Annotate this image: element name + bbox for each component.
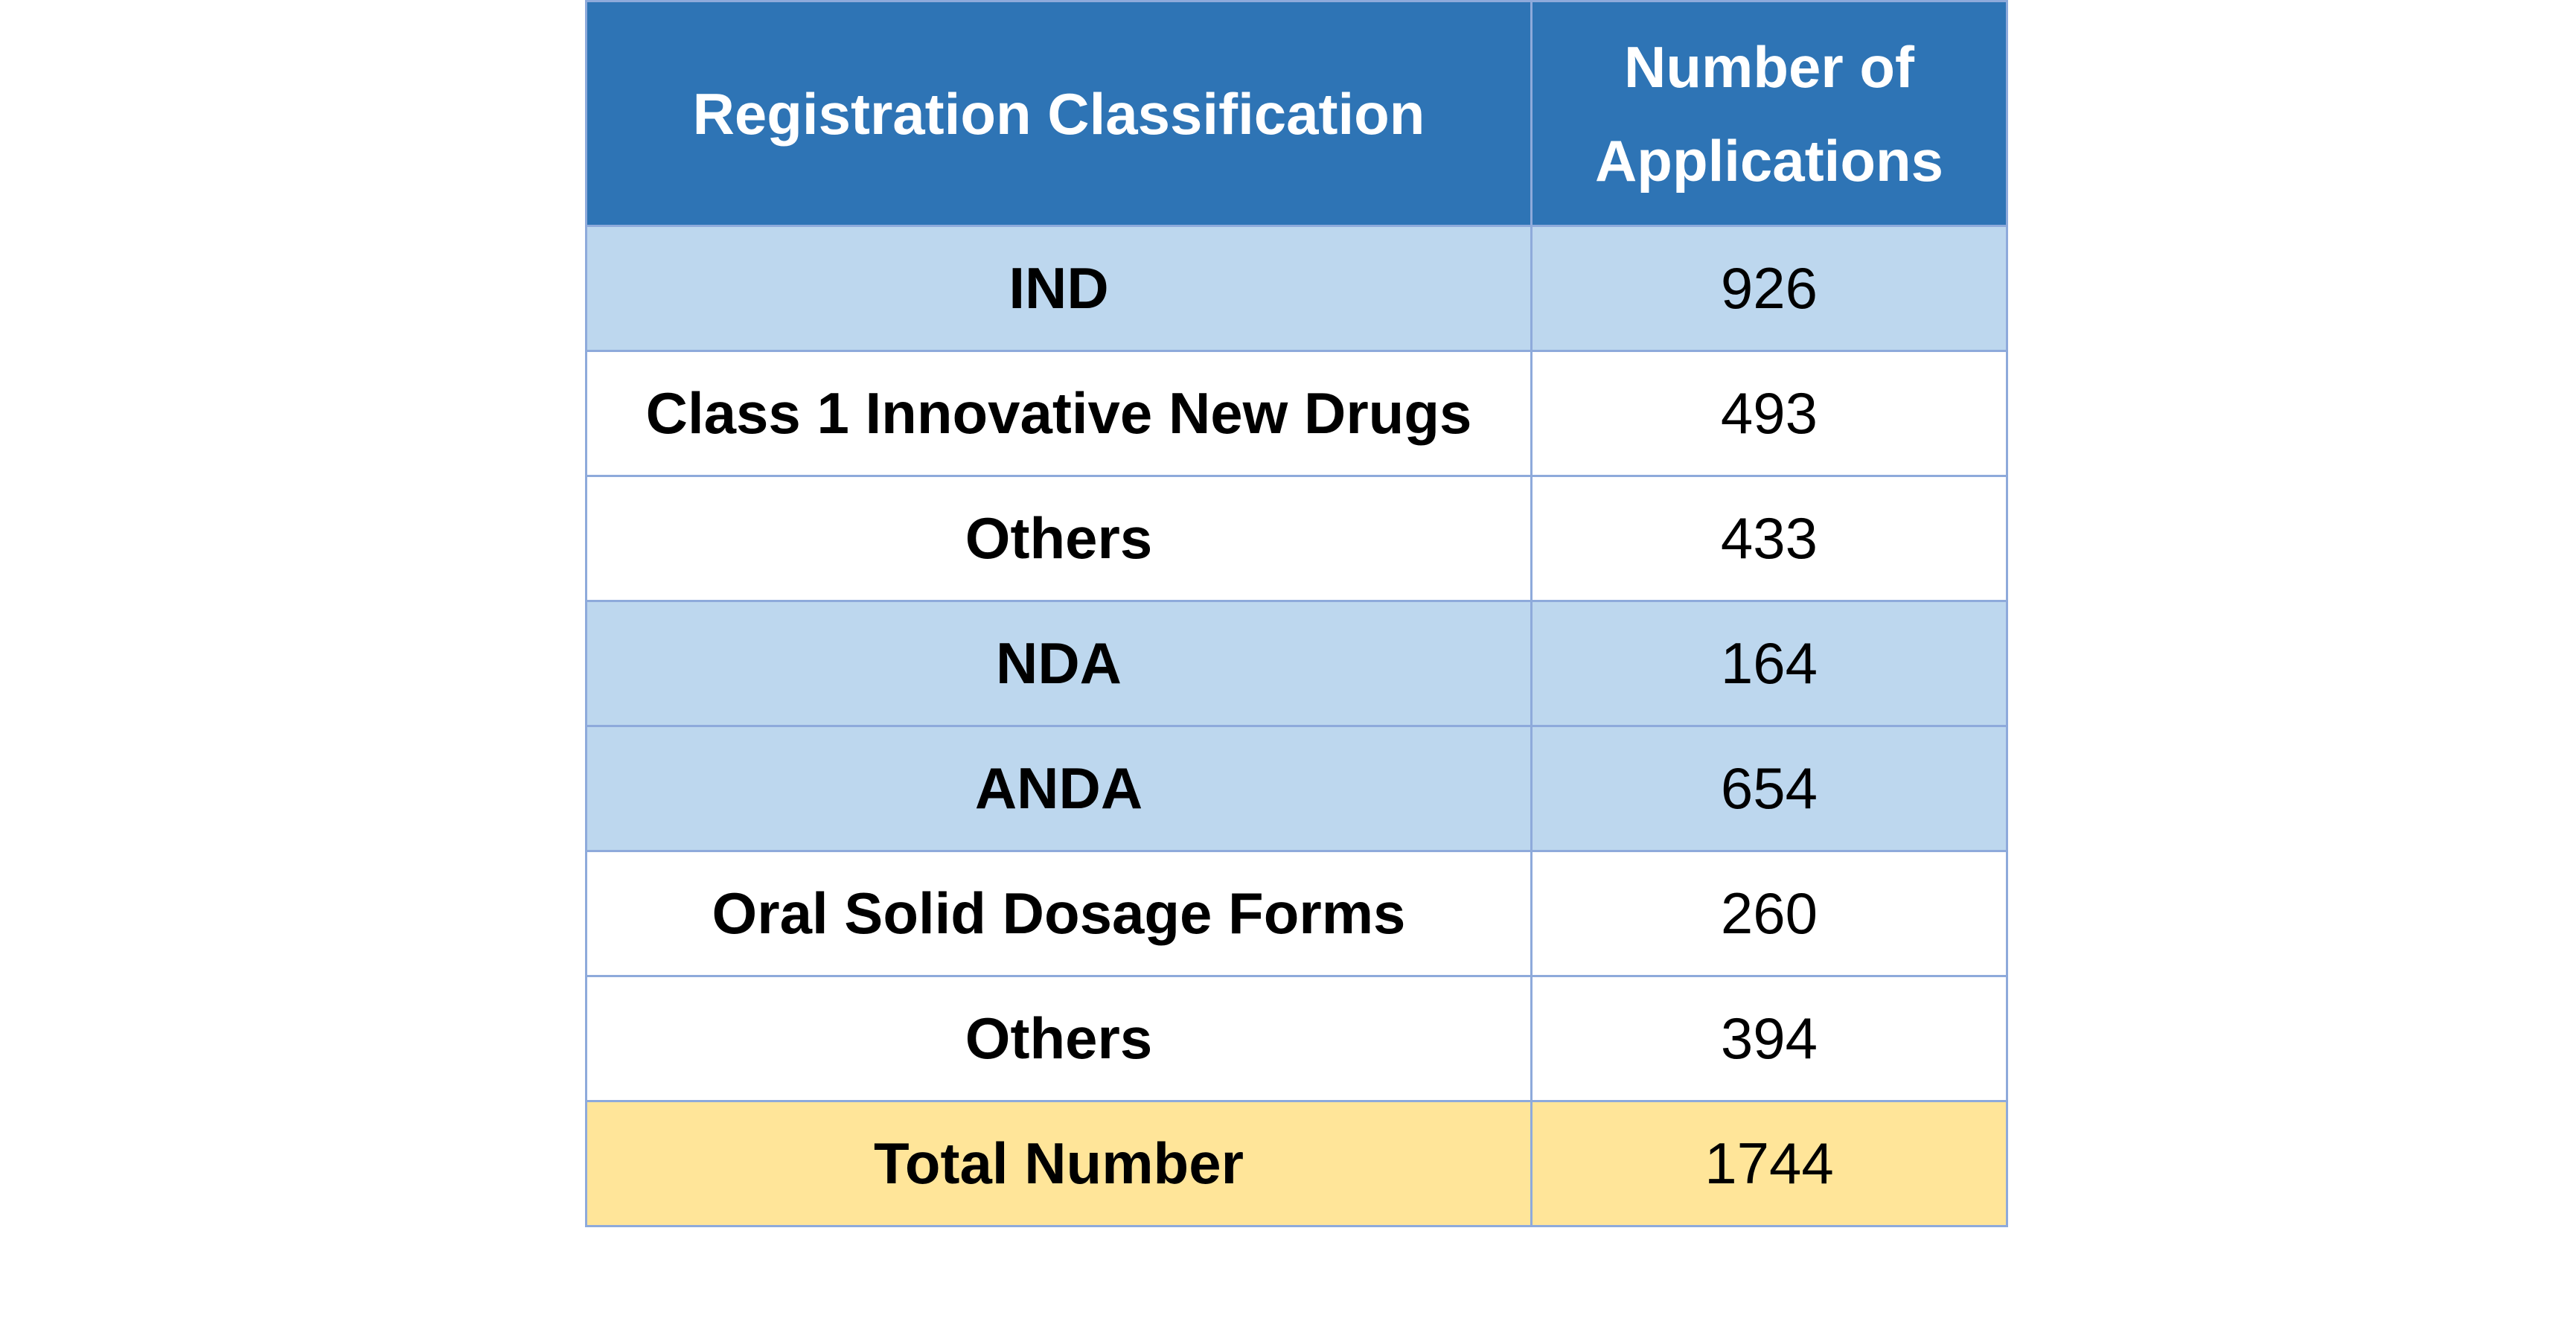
- row-label: ANDA: [585, 725, 1533, 852]
- table-row-class1-innovative: Class 1 Innovative New Drugs 493: [585, 350, 2008, 477]
- table-row-ind-others: Others 433: [585, 475, 2008, 602]
- row-label: Others: [585, 475, 1533, 602]
- row-value: 926: [1530, 225, 2008, 352]
- table-row-anda-others: Others 394: [585, 975, 2008, 1102]
- registration-table: Registration Classification Number of Ap…: [585, 0, 2008, 1227]
- row-value: 394: [1530, 975, 2008, 1102]
- table-row-total: Total Number 1744: [585, 1100, 2008, 1227]
- row-label: Oral Solid Dosage Forms: [585, 850, 1533, 977]
- table-row-oral-solid: Oral Solid Dosage Forms 260: [585, 850, 2008, 977]
- row-value: 654: [1530, 725, 2008, 852]
- total-label: Total Number: [585, 1100, 1533, 1227]
- header-registration-classification: Registration Classification: [585, 0, 1533, 227]
- row-label: Others: [585, 975, 1533, 1102]
- row-value: 433: [1530, 475, 2008, 602]
- header-count-line2: Applications: [1594, 127, 1944, 193]
- row-value: 164: [1530, 600, 2008, 727]
- header-count-line1: Number of: [1624, 33, 1914, 100]
- table-row-anda: ANDA 654: [585, 725, 2008, 852]
- row-value: 493: [1530, 350, 2008, 477]
- header-number-of-applications: Number of Applications: [1530, 0, 2008, 227]
- row-label: NDA: [585, 600, 1533, 727]
- row-value: 260: [1530, 850, 2008, 977]
- table-row-nda: NDA 164: [585, 600, 2008, 727]
- row-label: Class 1 Innovative New Drugs: [585, 350, 1533, 477]
- table-row-ind: IND 926: [585, 225, 2008, 352]
- total-value: 1744: [1530, 1100, 2008, 1227]
- row-label: IND: [585, 225, 1533, 352]
- table-header-row: Registration Classification Number of Ap…: [585, 0, 2008, 227]
